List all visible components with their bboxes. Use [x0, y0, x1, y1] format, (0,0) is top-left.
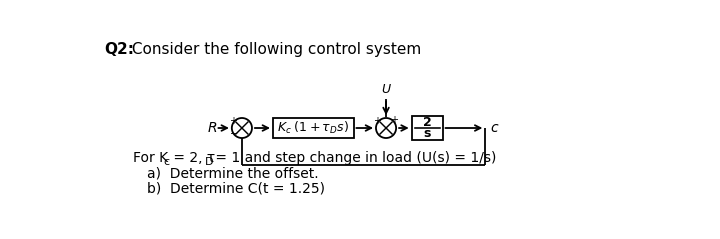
Text: c: c	[490, 121, 498, 135]
Text: For K: For K	[132, 151, 168, 165]
Text: a)  Determine the offset.: a) Determine the offset.	[147, 166, 318, 180]
Text: 2: 2	[423, 116, 431, 129]
Text: = 2, τ: = 2, τ	[169, 151, 215, 165]
Text: U: U	[382, 83, 391, 96]
Text: +: +	[374, 116, 382, 126]
Text: D: D	[204, 157, 213, 167]
Text: +: +	[390, 114, 397, 125]
Bar	[273, 118, 354, 138]
Text: b)  Determine C(t = 1.25): b) Determine C(t = 1.25)	[147, 182, 325, 196]
Text: s: s	[423, 127, 431, 140]
Text: Consider the following control system: Consider the following control system	[127, 42, 421, 57]
Text: −: −	[230, 129, 238, 139]
Text: Q2:: Q2:	[104, 42, 134, 57]
Text: c: c	[163, 157, 170, 167]
Text: = 1 and step change in load (U(s) = 1/s): = 1 and step change in load (U(s) = 1/s)	[211, 151, 496, 165]
Text: $K_c\;(1+\tau_D s)$: $K_c\;(1+\tau_D s)$	[277, 120, 349, 136]
Text: R: R	[208, 121, 217, 135]
Bar	[412, 116, 443, 140]
Text: +: +	[230, 116, 238, 126]
